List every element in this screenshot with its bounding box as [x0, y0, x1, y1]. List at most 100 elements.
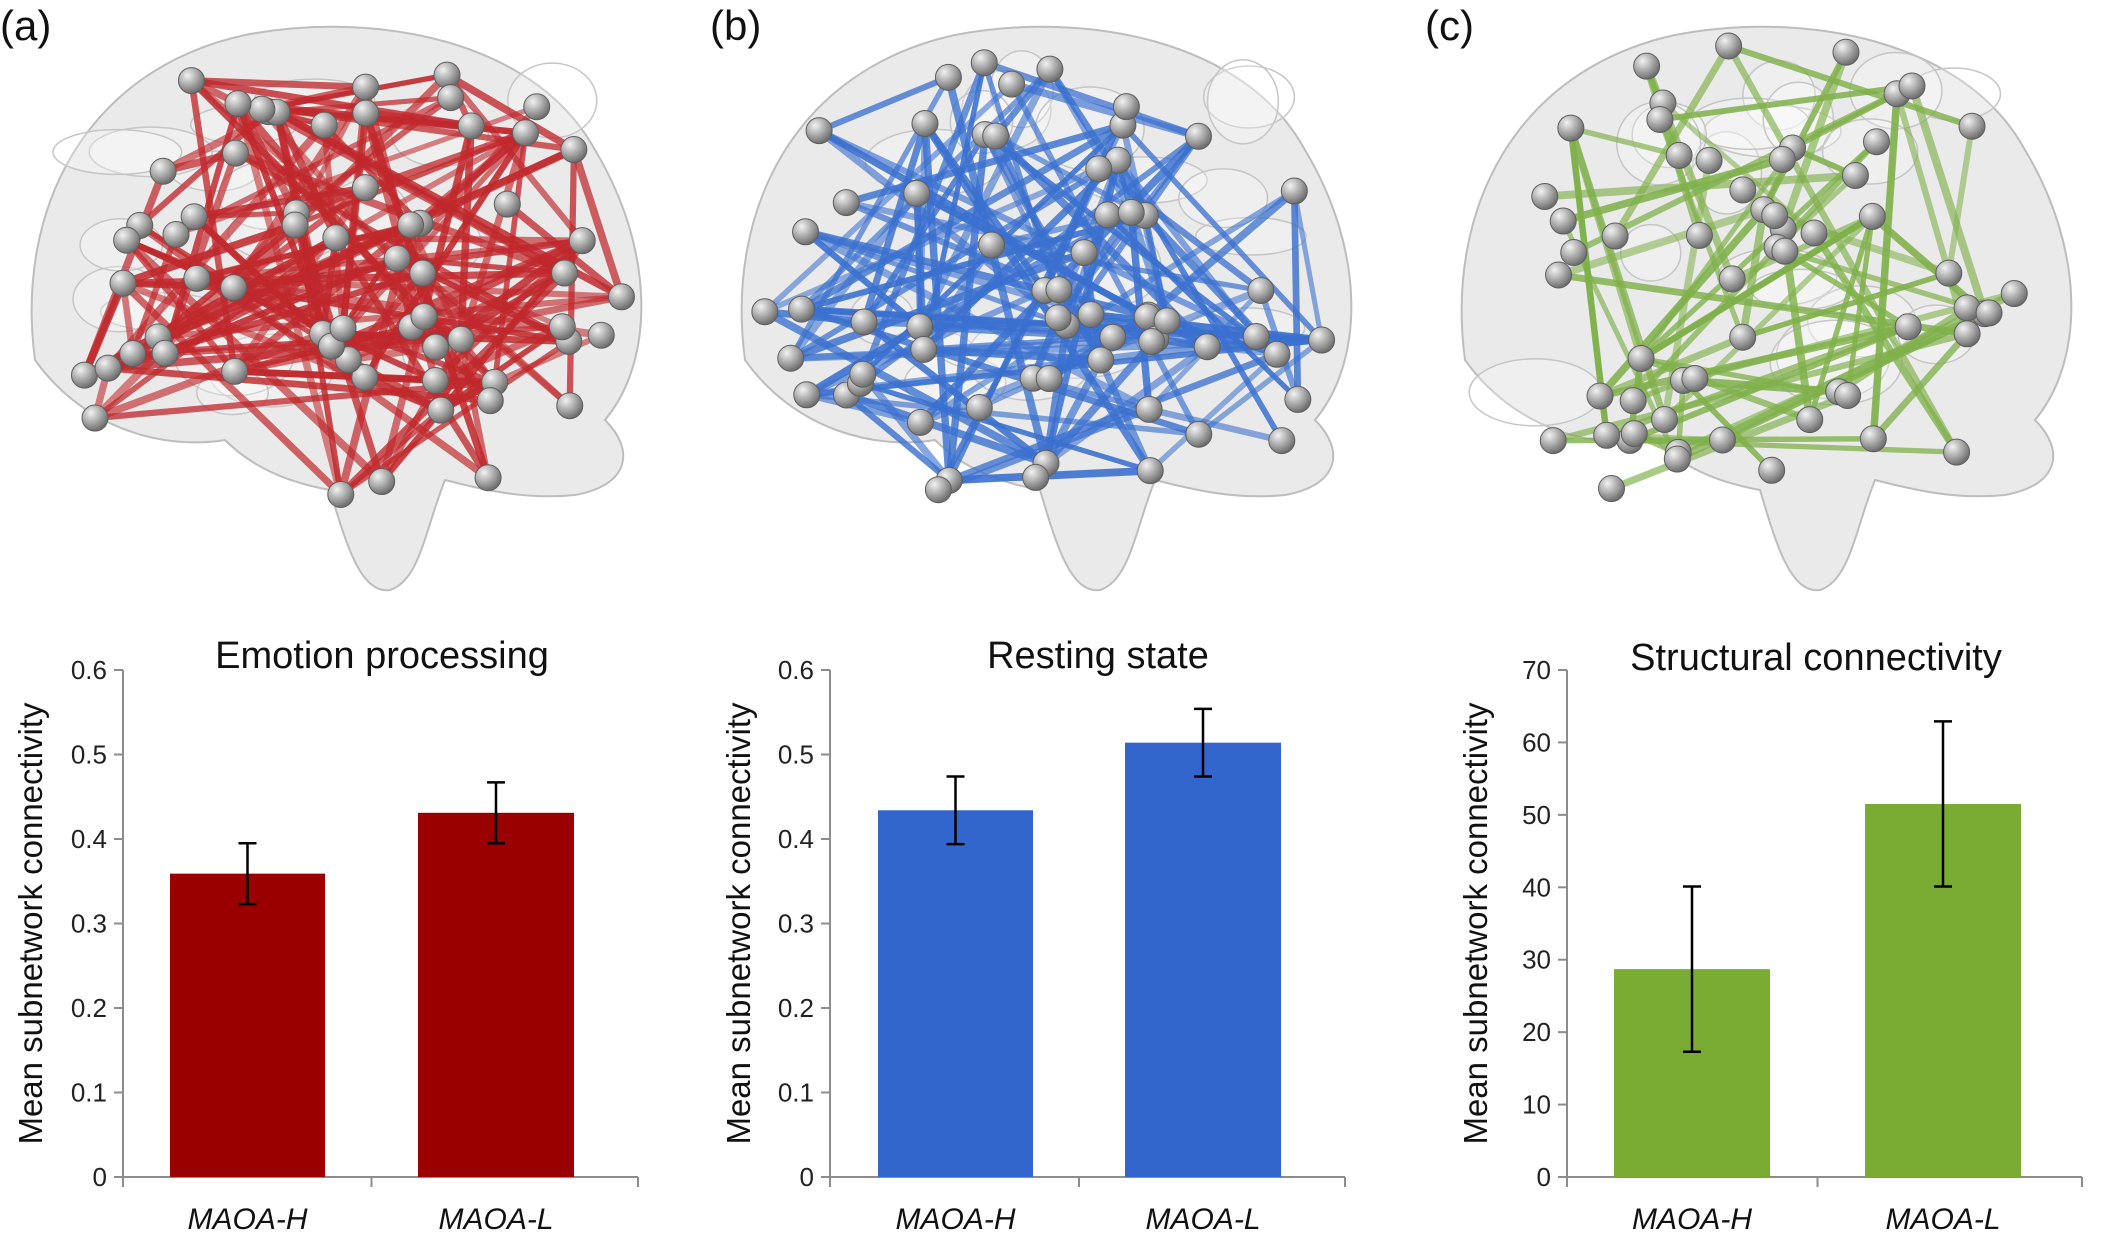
network-edge: [378, 336, 465, 485]
network-edge: [843, 199, 1063, 293]
network-node: [352, 99, 380, 127]
network-node: [1761, 202, 1789, 230]
network-edge: [816, 74, 952, 134]
network-edge: [1142, 212, 1170, 324]
network-node: [1863, 128, 1891, 156]
panel-c: (c) Structural connectivity Mean subnetwo…: [1425, 2, 2083, 1233]
network-node: [81, 404, 109, 432]
network-node: [1070, 239, 1098, 267]
network-node: [1153, 307, 1181, 335]
chart-title: Emotion processing: [215, 635, 549, 677]
network-edge: [229, 71, 451, 292]
network-node: [556, 392, 584, 420]
brain-gyrus: [1206, 59, 1280, 145]
network-node: [327, 481, 355, 509]
network-node: [1729, 323, 1757, 351]
network-node: [1859, 425, 1887, 453]
network-edge: [760, 307, 1050, 468]
y-tick-label: 0.2: [71, 993, 107, 1023]
network-node: [548, 313, 576, 341]
y-tick-label: 30: [1522, 945, 1551, 975]
network-edge: [1549, 330, 1971, 444]
network-edge: [273, 108, 568, 277]
brain-gyrus: [52, 128, 183, 176]
network-node: [248, 95, 276, 123]
network-node: [1193, 333, 1221, 361]
network-node: [1771, 237, 1799, 265]
y-tick-label: 0.1: [71, 1078, 107, 1108]
network-node: [1184, 122, 1212, 150]
network-node: [222, 139, 250, 167]
y-tick-label: 0.5: [778, 740, 814, 770]
network-node: [1685, 221, 1713, 249]
network-edge: [1055, 133, 1202, 321]
network-node: [1022, 463, 1050, 491]
panel-b: (b) Resting state Mean subnetwork connect…: [710, 2, 1353, 1233]
network-node: [1035, 365, 1063, 393]
x-category-label: MAOA-L: [438, 1203, 553, 1233]
y-tick-label: 0.2: [778, 993, 814, 1023]
network-node: [1898, 72, 1926, 100]
network-node: [1044, 304, 1072, 332]
bar-maoa-l: [1125, 742, 1281, 1177]
network-node: [351, 363, 379, 391]
network-node: [978, 231, 1006, 259]
network-node: [1545, 261, 1573, 289]
network-edge: [192, 274, 606, 340]
network-node: [1284, 385, 1312, 413]
bar-maoa-h: [878, 810, 1033, 1177]
network-edge: [1041, 103, 1130, 294]
network-edge: [1789, 90, 1900, 151]
network-node: [1651, 405, 1679, 433]
network-edge: [802, 228, 924, 330]
network-node: [2000, 280, 2028, 308]
network-edge: [1114, 157, 1260, 340]
network-node: [352, 73, 380, 101]
network-edge: [1680, 377, 1775, 474]
network-node: [1263, 340, 1291, 368]
brain-gyrus: [1202, 65, 1296, 129]
network-edge: [803, 229, 1069, 328]
network-edge: [859, 370, 953, 484]
brain-network-emotion: [30, 25, 643, 592]
network-node: [113, 226, 141, 254]
network-edge: [231, 367, 439, 384]
y-axis-label: Mean subnetwork connectivity: [12, 702, 49, 1145]
network-node: [1681, 364, 1709, 392]
network-node: [1045, 276, 1073, 304]
network-node: [183, 264, 211, 292]
network-node: [1858, 202, 1886, 230]
network-edge: [1046, 65, 1149, 219]
network-edge: [935, 406, 1153, 494]
y-tick-label: 0.3: [71, 909, 107, 939]
bar-chart-emotion-processing: Emotion processing Mean subnetwork connec…: [12, 635, 639, 1233]
y-tick-label: 0: [800, 1162, 814, 1192]
bar-chart-structural-connectivity: Structural connectivity Mean subnetwork c…: [1457, 637, 2083, 1233]
network-node: [1627, 344, 1655, 372]
network-edge: [761, 157, 1121, 315]
network-edge: [91, 208, 301, 422]
x-category-label: MAOA-H: [1632, 1203, 1752, 1233]
network-node: [383, 244, 411, 272]
network-node: [422, 333, 450, 361]
network-node: [1138, 328, 1166, 356]
network-node: [329, 314, 357, 342]
network-node: [777, 344, 805, 372]
network-node: [474, 464, 502, 492]
network-node: [1633, 52, 1661, 80]
brain-gyrus: [1468, 358, 1603, 427]
network-edge: [570, 145, 626, 301]
network-node: [310, 111, 338, 139]
network-node: [1557, 114, 1585, 142]
y-tick-label: 0: [1537, 1162, 1551, 1192]
network-edge: [1725, 42, 1976, 130]
network-node: [1620, 420, 1648, 448]
network-node: [1841, 161, 1869, 189]
panel-a: (a) Emotion processing Mean subnetwork co…: [0, 2, 643, 1233]
network-edge: [292, 129, 530, 217]
network-node: [970, 49, 998, 77]
brain-network-resting: [740, 25, 1353, 592]
network-edge: [843, 391, 953, 484]
network-node: [1715, 32, 1743, 60]
network-node: [792, 218, 820, 246]
